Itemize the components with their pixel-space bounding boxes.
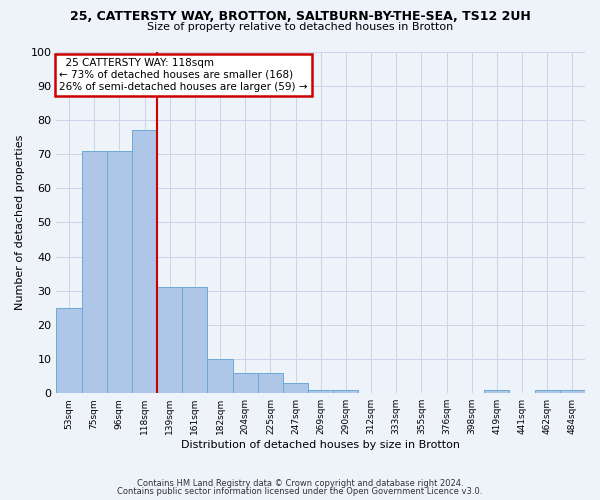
Text: Contains public sector information licensed under the Open Government Licence v3: Contains public sector information licen… xyxy=(118,487,482,496)
Bar xyxy=(208,359,233,393)
Text: 25 CATTERSTY WAY: 118sqm  
← 73% of detached houses are smaller (168)
26% of sem: 25 CATTERSTY WAY: 118sqm ← 73% of detach… xyxy=(59,58,308,92)
Text: Size of property relative to detached houses in Brotton: Size of property relative to detached ho… xyxy=(147,22,453,32)
Bar xyxy=(308,390,333,393)
Bar xyxy=(560,390,585,393)
Bar xyxy=(283,383,308,393)
Bar xyxy=(107,150,132,393)
Text: Contains HM Land Registry data © Crown copyright and database right 2024.: Contains HM Land Registry data © Crown c… xyxy=(137,478,463,488)
Bar xyxy=(258,372,283,393)
Bar xyxy=(333,390,358,393)
Bar xyxy=(535,390,560,393)
Bar xyxy=(56,308,82,393)
Bar xyxy=(233,372,258,393)
Y-axis label: Number of detached properties: Number of detached properties xyxy=(15,134,25,310)
Bar xyxy=(82,150,107,393)
Bar xyxy=(132,130,157,393)
Bar xyxy=(157,288,182,393)
Bar xyxy=(484,390,509,393)
Text: 25, CATTERSTY WAY, BROTTON, SALTBURN-BY-THE-SEA, TS12 2UH: 25, CATTERSTY WAY, BROTTON, SALTBURN-BY-… xyxy=(70,10,530,23)
Bar xyxy=(182,288,208,393)
X-axis label: Distribution of detached houses by size in Brotton: Distribution of detached houses by size … xyxy=(181,440,460,450)
